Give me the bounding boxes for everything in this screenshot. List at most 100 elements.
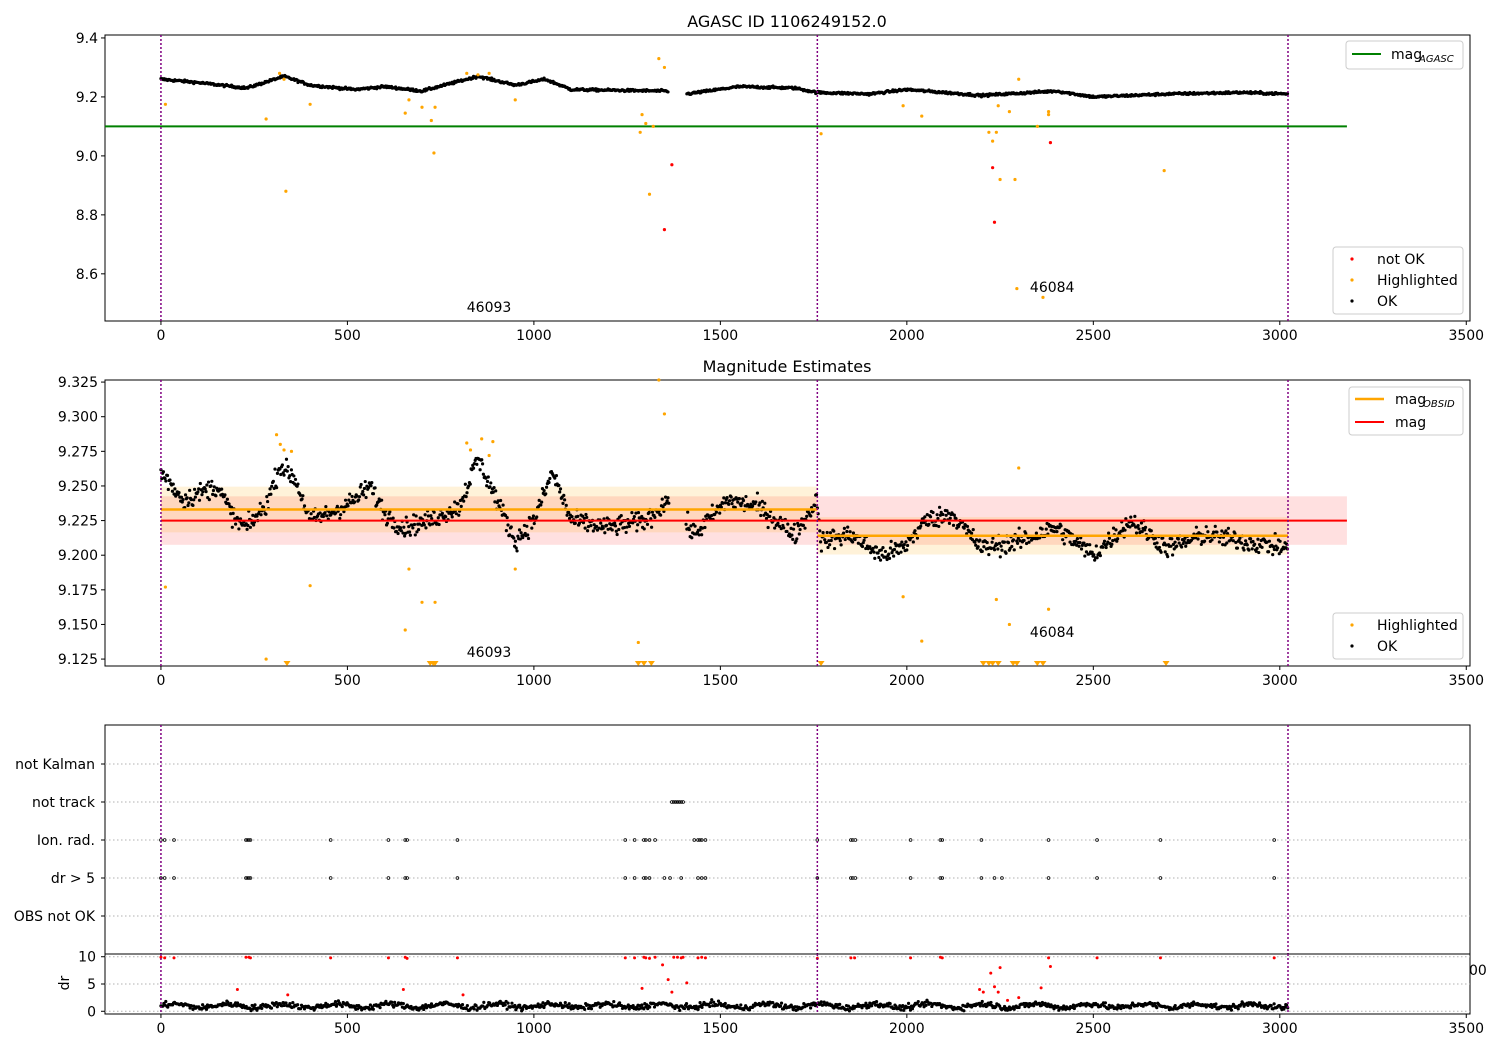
ok-point [827,539,831,543]
ok-point [1234,540,1238,545]
ok-point [339,513,343,517]
ok-point [846,525,850,529]
ok-point [1120,529,1125,533]
dr-flagged-point [648,956,652,960]
dr-flagged-point [989,971,993,975]
ok-point [270,484,274,488]
dr-ok-point [253,1003,257,1007]
ok-point [1024,531,1028,536]
ok-point [525,524,529,528]
ok-point [265,495,269,499]
ok-point [902,542,906,547]
dr-ok-point [340,1004,344,1009]
ok-point [1018,539,1022,543]
ok-point [597,526,601,530]
dr-ok-point [371,1007,375,1011]
dr-ok-point [980,999,984,1004]
ok-point [423,513,427,517]
flag-point [386,838,391,842]
ok-point [1182,539,1186,543]
dr-ok-point [1129,1006,1133,1010]
flag-point [405,838,409,842]
ok-point [493,500,497,504]
ok-point [1196,537,1200,541]
ok-point [1092,553,1096,557]
ok-point [230,525,234,529]
flag-point [938,876,943,880]
dr-flagged-point [675,955,679,959]
dr-flagged-point [1272,956,1276,960]
dr-ok-point [567,1002,571,1006]
flag-point [699,838,704,842]
flag-point [162,838,167,842]
flag-point [849,838,853,842]
ok-point [362,493,366,497]
ok-point [207,498,211,502]
ok-point [385,521,389,525]
ok-point [824,540,828,545]
ok-point [703,525,707,530]
ok-point [512,536,516,540]
dr-ok-point [518,1003,522,1007]
ok-point [542,488,546,493]
ok-point [293,477,298,482]
dr-ok-point [874,1000,879,1004]
ok-point [935,513,939,517]
ok-point [1276,546,1280,550]
ok-point [289,468,294,472]
dr-ok-point [486,1003,490,1007]
highlighted-point [994,597,998,602]
dr-ok-point [1213,1004,1217,1009]
dr-flagged-point [172,956,176,960]
ok-point [739,503,743,508]
dr-flagged-point [909,956,913,960]
flag-point [455,838,460,842]
ok-point [1164,543,1168,547]
ok-point [948,516,952,520]
flag-point [696,838,700,842]
ok-point [873,556,877,560]
ok-point [725,496,729,500]
ok-point [166,487,170,492]
dr-ok-point [648,1005,652,1009]
ok-point [1226,526,1231,530]
dr-ok-point [809,1006,813,1010]
dr-flagged-point [672,955,676,959]
ok-point [631,521,635,525]
ok-point [990,540,994,544]
clipped-highlighted-marker [1039,661,1047,666]
ok-point [1123,528,1127,532]
ok-point [275,486,279,490]
ok-point [205,483,209,487]
y-tick-label: 0 [87,1004,96,1020]
dr-ok-point [924,1003,928,1007]
ok-point [1116,537,1120,541]
ok-point [864,546,868,551]
ok-point [941,512,945,517]
ok-point [613,521,617,525]
ok-point [954,517,958,521]
ok-point [624,530,628,535]
ok-point [640,514,644,519]
ok-point [1107,531,1111,535]
dr-ok-point [771,1000,775,1005]
ok-point [1171,542,1176,546]
ok-point [558,490,562,494]
ok-point [1171,553,1175,557]
dr-flagged-point [633,956,637,960]
dr-ok-point [612,999,616,1004]
ok-point [1235,546,1240,550]
flag-point [979,838,984,842]
ok-point [723,501,728,505]
ok-point [1101,545,1105,549]
ok-point [1239,541,1244,545]
ok-point [312,515,316,520]
y-tick-label: 9.2 [76,90,98,106]
ok-point [883,549,888,554]
dr-ok-point [868,1001,872,1005]
ok-point [401,531,405,535]
ok-point [179,495,184,499]
dr-ok-point [1037,1001,1042,1005]
ok-point [285,469,289,473]
dr-flagged-point [1017,996,1021,1000]
